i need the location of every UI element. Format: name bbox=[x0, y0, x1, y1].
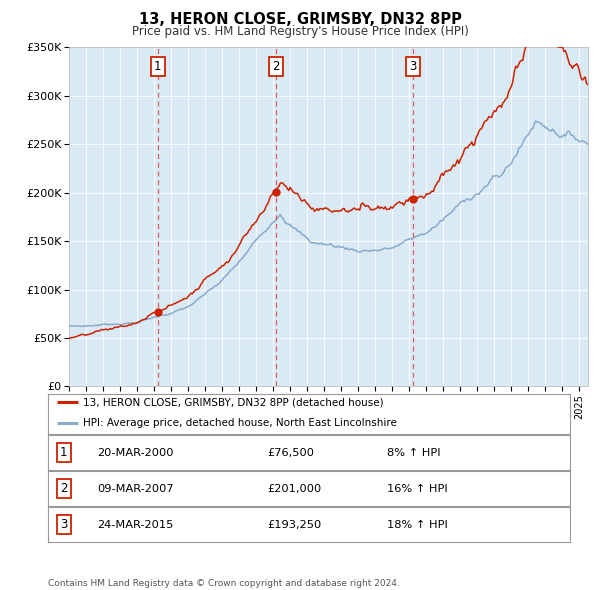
Text: Price paid vs. HM Land Registry's House Price Index (HPI): Price paid vs. HM Land Registry's House … bbox=[131, 25, 469, 38]
Text: 20-MAR-2000: 20-MAR-2000 bbox=[98, 448, 174, 457]
Text: 13, HERON CLOSE, GRIMSBY, DN32 8PP (detached house): 13, HERON CLOSE, GRIMSBY, DN32 8PP (deta… bbox=[83, 397, 384, 407]
Text: HPI: Average price, detached house, North East Lincolnshire: HPI: Average price, detached house, Nort… bbox=[83, 418, 397, 428]
Text: 18% ↑ HPI: 18% ↑ HPI bbox=[388, 520, 448, 529]
Text: 24-MAR-2015: 24-MAR-2015 bbox=[98, 520, 174, 529]
Text: £201,000: £201,000 bbox=[267, 484, 322, 493]
Text: 13, HERON CLOSE, GRIMSBY, DN32 8PP: 13, HERON CLOSE, GRIMSBY, DN32 8PP bbox=[139, 12, 461, 27]
Text: Contains HM Land Registry data © Crown copyright and database right 2024.: Contains HM Land Registry data © Crown c… bbox=[48, 579, 400, 588]
Text: 8% ↑ HPI: 8% ↑ HPI bbox=[388, 448, 441, 457]
Text: £76,500: £76,500 bbox=[267, 448, 314, 457]
Text: 09-MAR-2007: 09-MAR-2007 bbox=[98, 484, 174, 493]
Text: 2: 2 bbox=[60, 482, 67, 495]
Text: 3: 3 bbox=[60, 518, 67, 531]
Text: £193,250: £193,250 bbox=[267, 520, 322, 529]
Text: 16% ↑ HPI: 16% ↑ HPI bbox=[388, 484, 448, 493]
Text: 2: 2 bbox=[272, 60, 280, 73]
Text: 3: 3 bbox=[409, 60, 417, 73]
Text: 1: 1 bbox=[60, 446, 67, 459]
Text: 1: 1 bbox=[154, 60, 161, 73]
